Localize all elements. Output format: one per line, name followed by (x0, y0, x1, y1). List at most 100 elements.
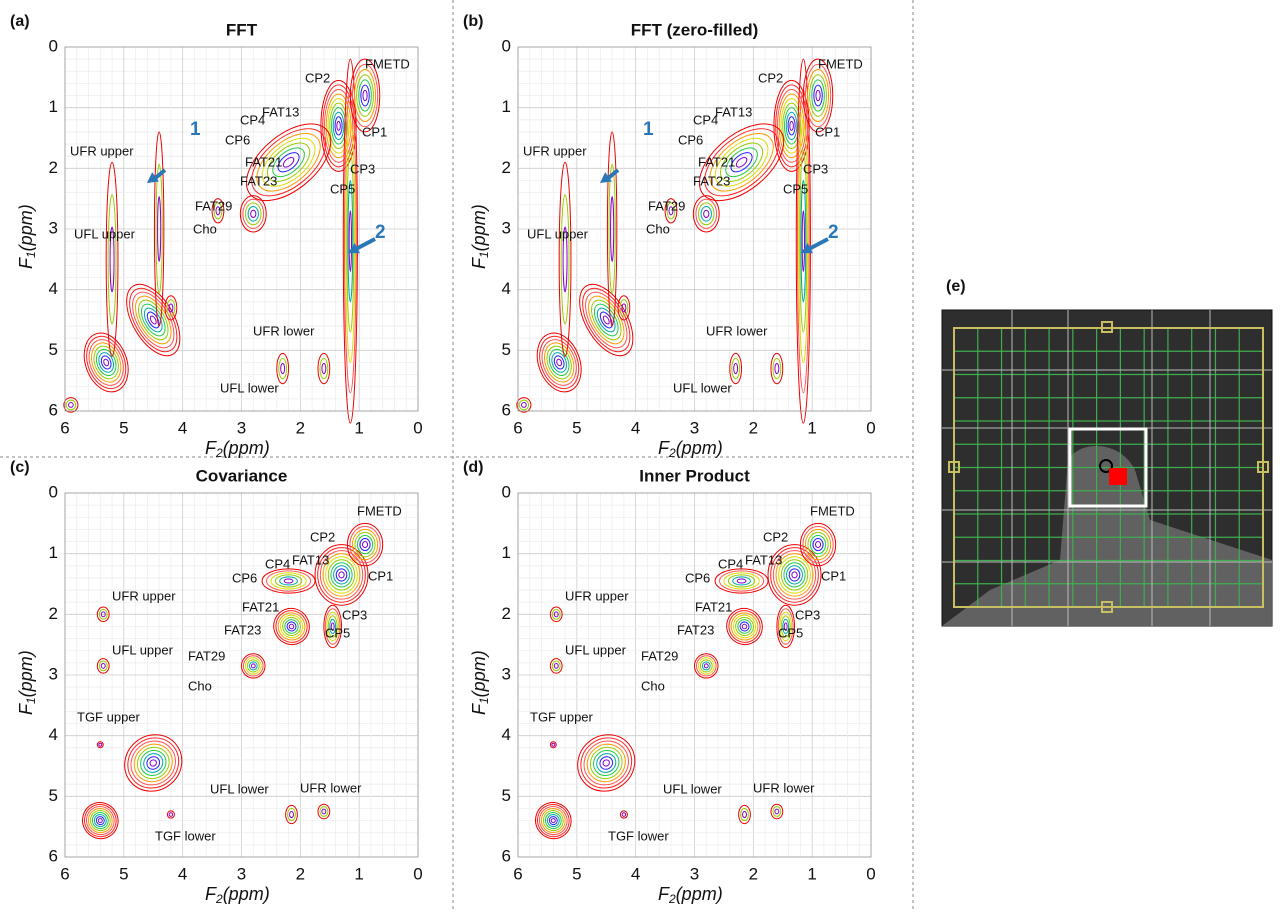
contour (778, 556, 811, 594)
subscript: 1 (477, 697, 491, 704)
peak-label: Cho (188, 678, 212, 693)
contour (666, 202, 676, 220)
contour (692, 195, 720, 233)
contour (800, 179, 807, 303)
peak-label: CP3 (350, 161, 375, 176)
contour (767, 544, 822, 606)
contour (804, 528, 832, 561)
unit: (ppm) (223, 884, 270, 904)
x-axis-label: F2(ppm) (658, 884, 723, 906)
contour (593, 749, 620, 776)
contour (97, 818, 103, 824)
contour (725, 147, 758, 178)
y-tick-label: 1 (502, 543, 511, 562)
arrow-label: 2 (375, 222, 386, 243)
contour (325, 93, 352, 159)
contour (247, 206, 259, 222)
contour (778, 93, 805, 159)
contour (539, 335, 580, 390)
contour (327, 615, 338, 638)
contour (783, 562, 806, 588)
peak-label: CP1 (362, 124, 387, 139)
x-tick-label: 0 (866, 418, 875, 437)
contour (143, 307, 163, 333)
contour (83, 804, 117, 838)
subscript: 1 (24, 697, 38, 704)
contour (329, 102, 348, 150)
arrow-label: 2 (828, 222, 839, 243)
y-tick-label: 4 (502, 725, 511, 744)
peak-label: FAT21 (695, 599, 732, 614)
peak-label: FAT13 (715, 104, 752, 119)
subscript: 2 (668, 446, 676, 460)
contour (551, 608, 561, 620)
contour (245, 123, 332, 202)
contour (330, 622, 335, 631)
contour (770, 352, 784, 385)
y-tick-label: 2 (502, 604, 511, 623)
x-axis-label: F2(ppm) (205, 884, 270, 906)
symbol: F (205, 438, 217, 458)
contour (98, 742, 103, 747)
contour (544, 342, 575, 383)
handle (1101, 321, 1113, 333)
peak-label: FMETD (818, 56, 863, 71)
contour (329, 618, 337, 635)
peak-label: UFL upper (527, 226, 589, 241)
subscript: 2 (215, 892, 223, 906)
subscript: 1 (477, 251, 491, 258)
y-tick-label: 6 (49, 400, 58, 419)
contour (610, 196, 615, 262)
contour (360, 84, 370, 107)
peak-label: CP1 (821, 568, 846, 583)
contour (775, 553, 814, 597)
peak-label: CP4 (240, 112, 265, 127)
peak-label: FAT29 (648, 198, 685, 213)
x-tick-label: 1 (354, 864, 363, 883)
contour (782, 618, 790, 635)
x-tick-label: 0 (413, 418, 422, 437)
contour (91, 812, 109, 830)
peak-label: CP3 (342, 607, 367, 622)
peak-label: CP4 (718, 556, 743, 571)
contour (261, 137, 316, 187)
handle (1101, 601, 1113, 613)
contour (319, 357, 329, 380)
y-tick-label: 1 (49, 97, 58, 116)
contour (321, 362, 327, 375)
contour (812, 538, 824, 552)
peak-label: UFR lower (253, 323, 315, 338)
y-tick-label: 3 (502, 218, 511, 237)
peak-label: FAT13 (262, 104, 299, 119)
contour (153, 131, 165, 327)
peak-label: UFR upper (70, 143, 134, 158)
contour (323, 604, 343, 649)
contour (98, 352, 115, 373)
contour (166, 299, 176, 317)
symbol: F (469, 703, 489, 715)
contour (694, 653, 719, 679)
x-tick-label: 5 (119, 418, 128, 437)
contour (109, 226, 115, 293)
contour (589, 746, 623, 780)
peak-label: UFL lower (220, 380, 279, 395)
contour (719, 570, 765, 592)
peak-label: UFL upper (112, 642, 174, 657)
symbol: F (205, 884, 217, 904)
contour (730, 152, 753, 173)
contour (783, 622, 788, 631)
contour (550, 818, 556, 824)
peak-label: FAT13 (745, 552, 782, 567)
contour (107, 194, 117, 325)
peak-label: FAT23 (240, 173, 277, 188)
peak-label: CP6 (232, 570, 257, 585)
contour (279, 576, 298, 586)
contour (277, 152, 300, 173)
contour (164, 295, 178, 321)
contour (815, 541, 822, 549)
contour (317, 803, 331, 820)
contour (96, 606, 110, 623)
contour (606, 131, 618, 327)
contour (735, 616, 754, 636)
contour (87, 808, 113, 834)
